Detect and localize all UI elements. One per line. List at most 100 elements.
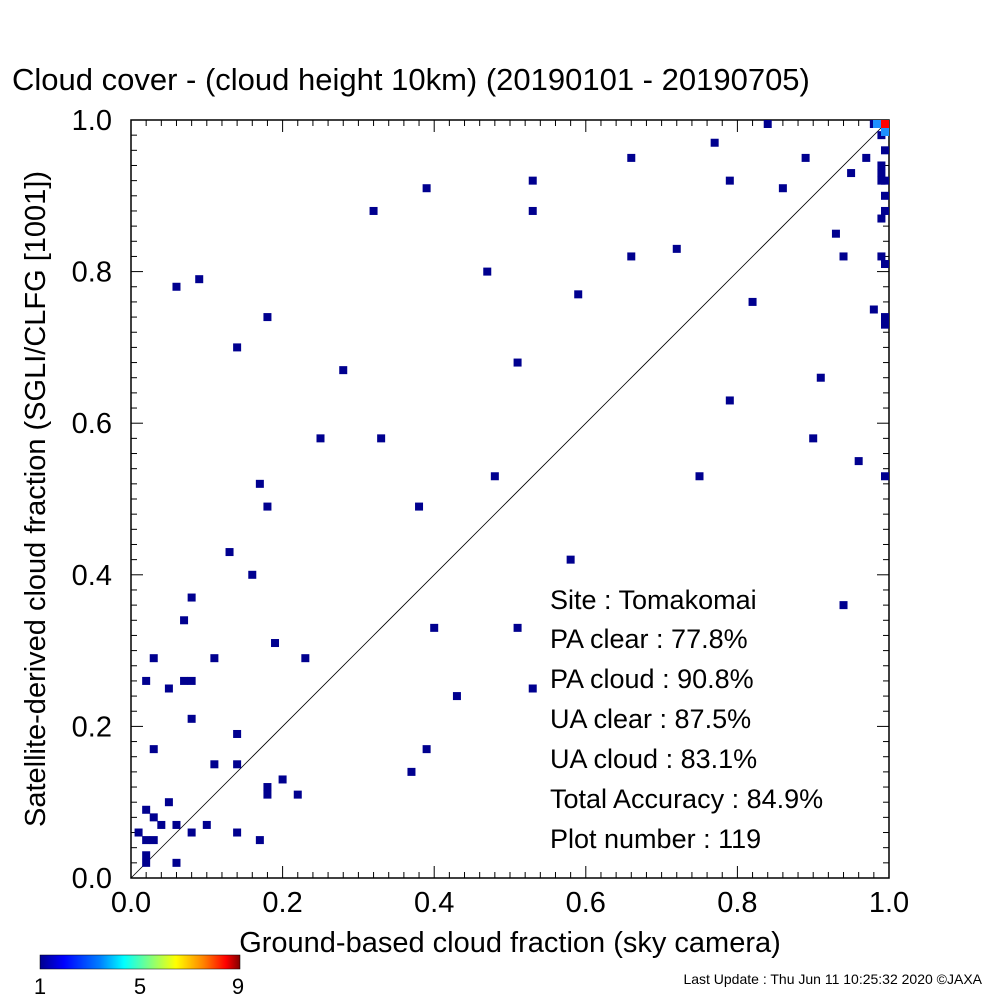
scatter-point (157, 820, 166, 829)
scatter-point (263, 502, 272, 511)
x-tick-label: 0.2 (262, 887, 302, 919)
stat-total-accuracy: Total Accuracy : 84.9% (550, 784, 823, 814)
scatter-point (149, 745, 158, 754)
scatter-point (881, 176, 889, 185)
scatter-point (263, 790, 272, 799)
scatter-point (180, 616, 189, 625)
scatter-point (210, 760, 219, 769)
y-tick-label: 1.0 (72, 105, 112, 137)
scatter-point (881, 146, 889, 155)
scatter-point (881, 260, 889, 269)
scatter-point (528, 684, 537, 693)
scatter-point (278, 775, 287, 784)
scatter-point (422, 184, 431, 193)
scatter-point (627, 252, 636, 261)
scatter-point (142, 805, 151, 814)
statistics-panel: Site : Tomakomai PA clear : 77.8% PA clo… (550, 585, 823, 854)
x-tick-label: 0.8 (717, 887, 757, 919)
scatter-point (316, 434, 325, 443)
scatter-point (407, 767, 416, 776)
y-tick-label: 0.6 (72, 408, 112, 440)
scatter-point (816, 373, 825, 382)
scatter-point (233, 729, 242, 738)
scatter-point (710, 138, 719, 147)
stat-pa-cloud: PA cloud : 90.8% (550, 664, 754, 694)
y-tick-label: 0.8 (72, 257, 112, 289)
scatter-point (877, 161, 886, 170)
scatter-point (881, 313, 889, 322)
scatter-point (430, 623, 439, 632)
scatter-point (164, 798, 173, 807)
scatter-point (301, 654, 310, 663)
scatter-point (233, 828, 242, 837)
last-update-footer: Last Update : Thu Jun 11 10:25:32 2020 ©… (683, 971, 982, 987)
one-to-one-line (130, 119, 890, 879)
scatter-point (195, 275, 204, 284)
scatter-point (877, 252, 886, 261)
scatter-point-max (881, 120, 889, 128)
scatter-point (574, 290, 583, 299)
colorbar: 1 5 9 (34, 954, 244, 999)
scatter-point (180, 676, 189, 685)
scatter-point (134, 828, 143, 837)
scatter-point (164, 684, 173, 693)
scatter-point (248, 570, 257, 579)
scatter-point (847, 169, 856, 178)
scatter-point (869, 305, 878, 314)
scatter-point (854, 457, 863, 466)
scatter-point (839, 601, 848, 610)
x-tick-label: 1.0 (869, 887, 909, 919)
x-axis-label: Ground-based cloud fraction (sky camera) (239, 927, 781, 959)
scatter-point (881, 206, 889, 215)
scatter-point (271, 639, 280, 648)
scatter-point (263, 783, 272, 792)
scatter-point (225, 548, 234, 557)
scatter-point (809, 434, 818, 443)
scatter-point (415, 502, 424, 511)
scatter-point (831, 229, 840, 238)
scatter-point (149, 836, 158, 845)
axis-ticks (130, 119, 890, 879)
y-tick-label: 0.4 (72, 560, 112, 592)
scatter-point (513, 623, 522, 632)
scatter-point (490, 472, 499, 481)
scatter-point (672, 244, 681, 253)
scatter-point (778, 184, 787, 193)
scatter-point (339, 366, 348, 375)
scatter-point (172, 820, 181, 829)
scatter-point (725, 176, 734, 185)
scatter-point (187, 593, 196, 602)
colorbar-gradient (39, 954, 241, 970)
scatter-point (877, 169, 886, 178)
y-tick-label: 0.0 (72, 863, 112, 895)
scatter-point (255, 479, 264, 488)
scatter-point (233, 343, 242, 352)
scatter-point (763, 120, 772, 128)
scatter-point (263, 313, 272, 322)
scatter-point (233, 760, 242, 769)
scatter-point (187, 714, 196, 723)
x-tick-labels: 0.0 0.2 0.4 0.6 0.8 1.0 (111, 887, 909, 919)
scatter-point (862, 153, 871, 162)
scatter-point (566, 555, 575, 564)
scatter-point (695, 472, 704, 481)
scatter-point (149, 654, 158, 663)
scatter-point (422, 745, 431, 754)
scatter-point (172, 858, 181, 867)
colorbar-max-label: 9 (232, 974, 244, 999)
scatter-point (255, 836, 264, 845)
scatter-point (377, 434, 386, 443)
scatter-point (142, 858, 151, 867)
y-tick-label: 0.2 (72, 711, 112, 743)
scatter-point-dense (881, 128, 889, 136)
scatter-point (142, 851, 151, 860)
scatter-point (210, 654, 219, 663)
scatter-point (513, 358, 522, 367)
scatter-point (142, 836, 151, 845)
scatter-point (483, 267, 492, 276)
stat-ua-cloud: UA cloud : 83.1% (550, 744, 757, 774)
scatter-point (881, 320, 889, 329)
scatter-point (881, 191, 889, 200)
scatter-point (142, 676, 151, 685)
